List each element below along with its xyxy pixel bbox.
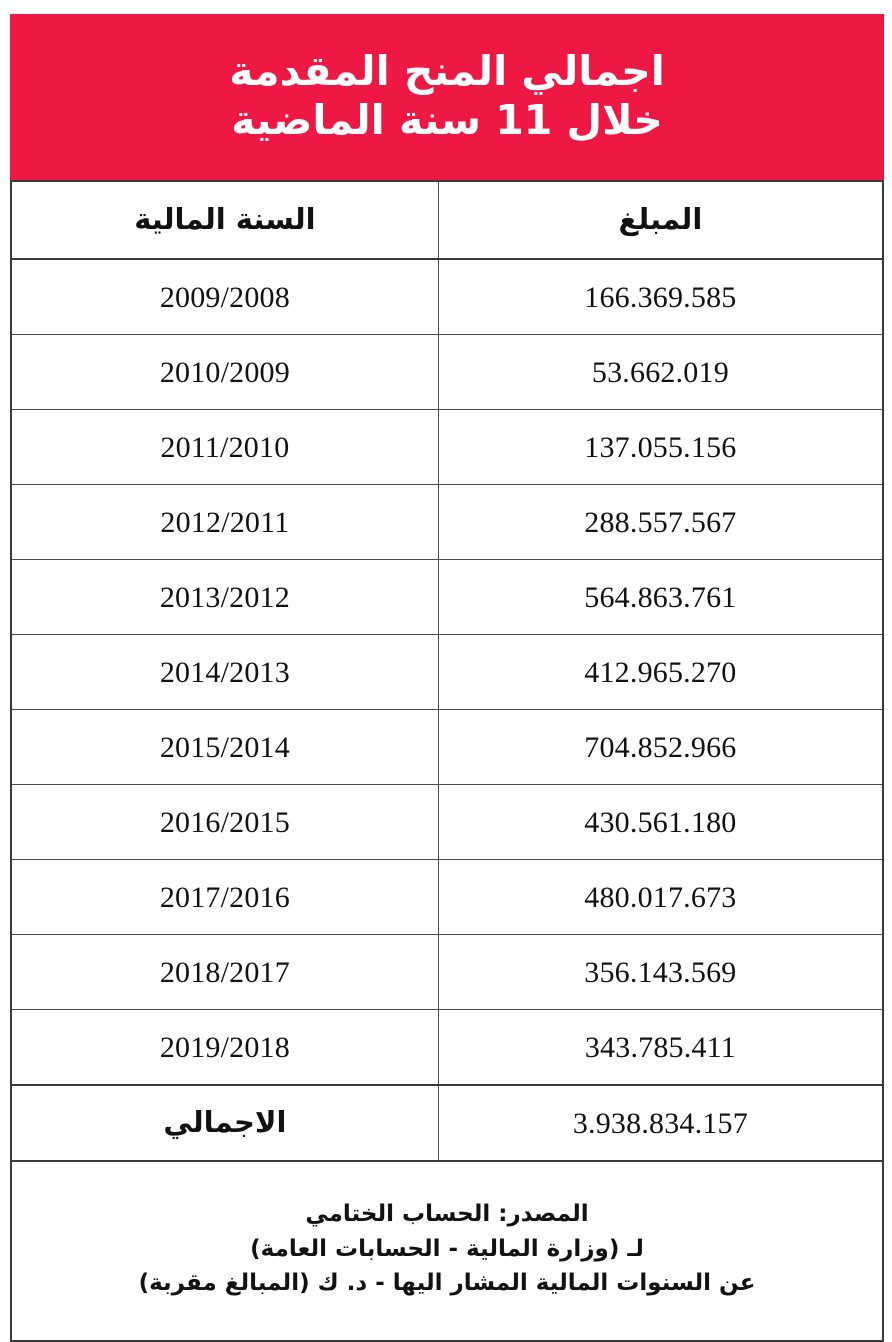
footnote-line-2: لـ (وزارة المالية - الحسابات العامة) xyxy=(250,1235,644,1262)
footnote-line-1: المصدر: الحساب الختامي xyxy=(305,1200,589,1227)
grants-table: المبلغ السنة المالية 166.369.585 2009/20… xyxy=(10,180,884,1162)
cell-amount: 704.852.966 xyxy=(437,709,884,785)
cell-amount: 53.662.019 xyxy=(437,334,884,410)
table-row: 166.369.585 2009/2008 xyxy=(10,258,884,335)
table-row: 564.863.761 2013/2012 xyxy=(10,559,884,635)
table-row: 704.852.966 2015/2014 xyxy=(10,709,884,785)
cell-amount: 430.561.180 xyxy=(437,784,884,860)
cell-year: 2011/2010 xyxy=(10,409,439,485)
table-header-row: المبلغ السنة المالية xyxy=(10,180,884,260)
table-row: 53.662.019 2010/2009 xyxy=(10,334,884,410)
source-footnote: المصدر: الحساب الختامي لـ (وزارة المالية… xyxy=(10,1162,884,1342)
cell-year: 2014/2013 xyxy=(10,634,439,710)
cell-amount: 564.863.761 xyxy=(437,559,884,635)
cell-amount: 343.785.411 xyxy=(437,1009,884,1086)
cell-year: 2016/2015 xyxy=(10,784,439,860)
cell-year: 2018/2017 xyxy=(10,934,439,1010)
table-row: 356.143.569 2018/2017 xyxy=(10,934,884,1010)
cell-year: 2010/2009 xyxy=(10,334,439,410)
cell-year: 2012/2011 xyxy=(10,484,439,560)
table-body: 166.369.585 2009/2008 53.662.019 2010/20… xyxy=(10,258,884,1162)
title-line-2: خلال 11 سنة الماضية xyxy=(231,96,663,144)
cell-amount: 412.965.270 xyxy=(437,634,884,710)
cell-amount: 480.017.673 xyxy=(437,859,884,935)
table-row: 343.785.411 2019/2018 xyxy=(10,1009,884,1086)
table-row: 137.055.156 2011/2010 xyxy=(10,409,884,485)
column-header-amount: المبلغ xyxy=(437,180,884,260)
title-banner: اجمالي المنح المقدمة خلال 11 سنة الماضية xyxy=(10,14,884,180)
cell-year: 2015/2014 xyxy=(10,709,439,785)
cell-year: 2017/2016 xyxy=(10,859,439,935)
table-total-row: 3.938.834.157 الاجمالي xyxy=(10,1084,884,1162)
cell-amount: 137.055.156 xyxy=(437,409,884,485)
footnote-line-3: عن السنوات المالية المشار اليها - د. ك (… xyxy=(138,1270,756,1297)
table-row: 412.965.270 2014/2013 xyxy=(10,634,884,710)
cell-amount: 288.557.567 xyxy=(437,484,884,560)
cell-total-label: الاجمالي xyxy=(10,1084,439,1162)
table-row: 288.557.567 2012/2011 xyxy=(10,484,884,560)
table-row: 430.561.180 2016/2015 xyxy=(10,784,884,860)
cell-total-amount: 3.938.834.157 xyxy=(437,1084,884,1162)
column-header-year: السنة المالية xyxy=(10,180,439,260)
title-line-1: اجمالي المنح المقدمة xyxy=(229,47,665,96)
table-sheet: اجمالي المنح المقدمة خلال 11 سنة الماضية… xyxy=(10,14,884,1342)
cell-amount: 356.143.569 xyxy=(437,934,884,1010)
table-row: 480.017.673 2017/2016 xyxy=(10,859,884,935)
cell-year: 2013/2012 xyxy=(10,559,439,635)
cell-year: 2009/2008 xyxy=(10,258,439,335)
cell-amount: 166.369.585 xyxy=(437,258,884,335)
cell-year: 2019/2018 xyxy=(10,1009,439,1086)
